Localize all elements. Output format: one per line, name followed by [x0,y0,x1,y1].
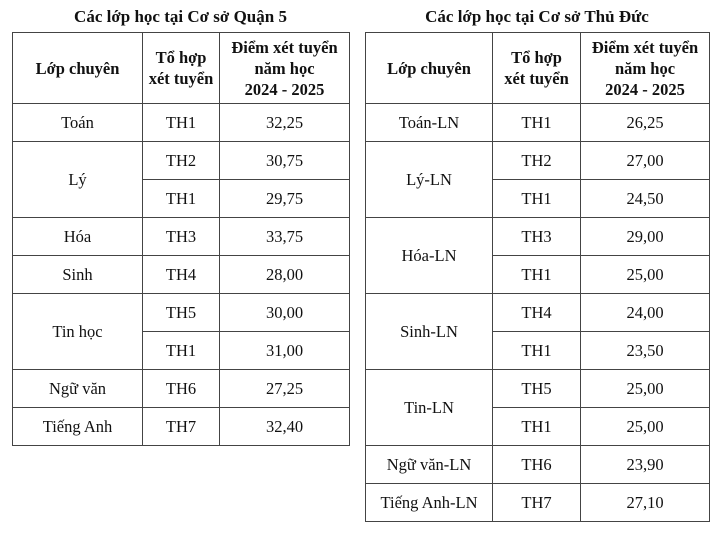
table-row: TH1 25,00 [366,407,710,446]
score-cell: 25,00 [580,255,710,294]
right-campus-block: Các lớp học tại Cơ sở Thủ Đức Lớp chuyên… [365,0,710,522]
combo-cell: TH6 [492,445,581,484]
combo-cell: TH2 [142,141,220,180]
header-combo: Tổ hợp xét tuyển [492,32,581,104]
table-row: Lý TH2 30,75 [12,141,350,218]
combo-cell: TH4 [492,293,581,332]
score-cell: 31,00 [219,331,350,370]
table-row: Tiếng Anh TH7 32,40 [12,407,350,446]
class-name-cell: Lý-LN [365,141,493,218]
combo-cell: TH2 [492,141,581,180]
table-row: Sinh TH4 28,00 [12,255,350,294]
combo-cell: TH1 [492,331,581,370]
table-row: TH1 25,00 [366,255,710,294]
score-cell: 30,00 [219,293,350,332]
score-cell: 23,50 [580,331,710,370]
combo-cell: TH1 [142,179,220,218]
score-cell: 32,25 [219,103,350,142]
table-row: Lý-LN TH2 27,00 [365,141,710,218]
left-campus-block: Các lớp học tại Cơ sở Quận 5 Lớp chuyên … [12,0,350,446]
score-cell: 27,00 [580,141,710,180]
table-row: Toán TH1 32,25 [12,103,350,142]
score-cell: 28,00 [219,255,350,294]
score-cell: 25,00 [580,407,710,446]
combo-cell: TH5 [142,293,220,332]
score-cell: 29,75 [219,179,350,218]
class-name-cell: Tiếng Anh-LN [365,483,493,522]
score-cell: 30,75 [219,141,350,180]
table-row: Ngữ văn-LN TH6 23,90 [365,445,710,484]
combo-cell: TH1 [142,103,220,142]
score-cell: 29,00 [580,217,710,256]
table-row: TH1 23,50 [366,331,710,370]
score-cell: 25,00 [580,369,710,408]
table-row: Tin-LN TH5 25,00 [365,369,710,446]
class-name-cell: Lý [12,141,143,218]
combo-cell: TH7 [492,483,581,522]
table-row: Hóa-LN TH3 29,00 [365,217,710,294]
header-class: Lớp chuyên [12,32,143,104]
class-name-cell: Tiếng Anh [12,407,143,446]
table-row: Sinh-LN TH4 24,00 [365,293,710,370]
right-table-body: Toán-LN TH1 26,25 Lý-LN TH2 27,00 TH1 24,50 Hóa-… [365,103,710,522]
combo-cell: TH1 [492,103,581,142]
header-row: Lớp chuyên Tổ hợp xét tuyển Điểm xét tuyể… [12,32,350,104]
class-name-cell: Hóa [12,217,143,256]
combo-cell: TH4 [142,255,220,294]
score-cell: 26,25 [580,103,710,142]
table-row: TH1 29,75 [13,179,350,218]
table-row: Tiếng Anh-LN TH7 27,10 [365,483,710,522]
class-name-cell: Toán-LN [365,103,493,142]
class-name-cell: Ngữ văn [12,369,143,408]
combo-cell: TH3 [142,217,220,256]
combo-cell: TH1 [492,407,581,446]
class-name-cell: Ngữ văn-LN [365,445,493,484]
header-class: Lớp chuyên [365,32,493,104]
header-row: Lớp chuyên Tổ hợp xét tuyển Điểm xét tuyể… [365,32,710,104]
right-score-table: Lớp chuyên Tổ hợp xét tuyển Điểm xét tuyể… [365,32,710,522]
score-cell: 23,90 [580,445,710,484]
header-score: Điểm xét tuyển năm học 2024 - 2025 [580,32,710,104]
score-cell: 24,00 [580,293,710,332]
table-row: Ngữ văn TH6 27,25 [12,369,350,408]
score-cell: 24,50 [580,179,710,218]
left-score-table: Lớp chuyên Tổ hợp xét tuyển Điểm xét tuyể… [12,32,350,446]
combo-cell: TH5 [492,369,581,408]
class-name-cell: Sinh [12,255,143,294]
table-row: Tin học TH5 30,00 [12,293,350,370]
combo-cell: TH6 [142,369,220,408]
class-name-cell: Tin-LN [365,369,493,446]
score-cell: 33,75 [219,217,350,256]
header-score: Điểm xét tuyển năm học 2024 - 2025 [219,32,350,104]
table-row: TH1 31,00 [13,331,350,370]
table-row: TH1 24,50 [366,179,710,218]
table-row: Toán-LN TH1 26,25 [365,103,710,142]
left-table-title: Các lớp học tại Cơ sở Quận 5 [74,7,287,26]
score-cell: 27,10 [580,483,710,522]
combo-cell: TH1 [492,179,581,218]
header-combo: Tổ hợp xét tuyển [142,32,220,104]
score-cell: 32,40 [219,407,350,446]
class-name-cell: Tin học [12,293,143,370]
class-name-cell: Sinh-LN [365,293,493,370]
score-cell: 27,25 [219,369,350,408]
left-table-body: Toán TH1 32,25 Lý TH2 30,75 TH1 29,75 Hóa TH3 33,7… [12,103,350,446]
class-name-cell: Hóa-LN [365,217,493,294]
table-row: Hóa TH3 33,75 [12,217,350,256]
class-name-cell: Toán [12,103,143,142]
combo-cell: TH3 [492,217,581,256]
combo-cell: TH1 [492,255,581,294]
combo-cell: TH7 [142,407,220,446]
right-table-title: Các lớp học tại Cơ sở Thủ Đức [425,7,649,26]
combo-cell: TH1 [142,331,220,370]
